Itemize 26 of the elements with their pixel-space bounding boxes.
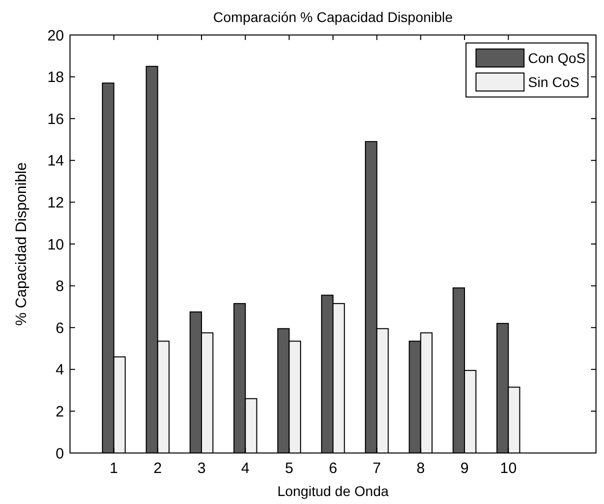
x-tick-label: 2	[153, 460, 162, 477]
y-tick-label: 4	[56, 362, 64, 379]
y-tick-label: 14	[47, 152, 64, 170]
x-tick-label: 4	[241, 460, 250, 477]
y-axis-title: % Capacidad Disponible	[13, 162, 30, 326]
x-tick-label: 8	[416, 460, 425, 477]
x-tick-label: 5	[284, 460, 294, 477]
y-tick-label: 16	[47, 110, 64, 128]
x-tick-label: 7	[372, 460, 382, 477]
y-tick-label: 20	[47, 27, 64, 44]
x-tick-label: 1	[110, 460, 118, 477]
legend-label: Sin CoS	[528, 74, 580, 90]
y-tick-label: 2	[56, 403, 64, 420]
y-tick-label: 18	[47, 69, 64, 86]
y-tick-label: 6	[56, 320, 64, 337]
x-axis-title: Longitud de Onda	[277, 483, 389, 499]
x-tick-label: 9	[460, 460, 469, 477]
x-tick-label: 6	[328, 460, 338, 477]
y-tick-label: 12	[47, 194, 64, 212]
y-tick-label: 0	[56, 445, 64, 462]
y-tick-label: 10	[47, 236, 64, 254]
x-tick-label: 3	[197, 460, 206, 477]
x-tick-label: 10	[500, 460, 517, 477]
y-tick-label: 8	[56, 278, 64, 296]
legend-label: Con QoS	[528, 50, 586, 66]
chart-title: Comparación % Capacidad Disponible	[213, 9, 454, 25]
